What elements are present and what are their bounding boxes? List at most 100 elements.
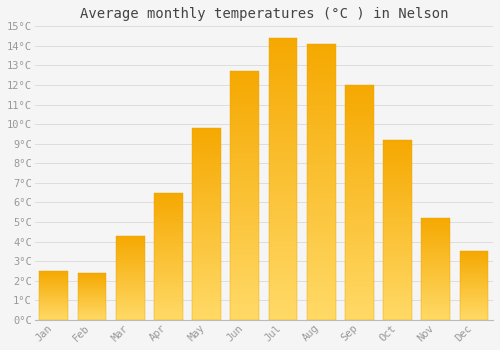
Bar (230, 81, 259, 84)
Bar (116, 240, 144, 241)
Bar (230, 71, 259, 320)
Bar (422, 295, 450, 296)
Bar (307, 69, 336, 71)
Bar (154, 273, 182, 274)
Bar (154, 291, 182, 292)
Bar (40, 280, 68, 281)
Bar (307, 124, 336, 127)
Bar (230, 236, 259, 238)
Bar (230, 86, 259, 89)
Bar (154, 237, 182, 238)
Bar (307, 163, 336, 165)
Bar (230, 141, 259, 144)
Bar (230, 168, 259, 171)
Bar (460, 315, 488, 316)
Bar (345, 174, 374, 177)
Bar (78, 316, 106, 317)
Bar (307, 107, 336, 110)
Bar (230, 280, 259, 283)
Bar (154, 280, 182, 282)
Bar (154, 260, 182, 261)
Bar (345, 155, 374, 158)
Bar (40, 319, 68, 320)
Bar (307, 99, 336, 102)
Bar (116, 237, 144, 238)
Bar (268, 77, 298, 80)
Bar (154, 284, 182, 286)
Bar (268, 128, 298, 131)
Bar (345, 167, 374, 170)
Bar (345, 310, 374, 313)
Bar (230, 158, 259, 161)
Bar (422, 302, 450, 303)
Bar (154, 268, 182, 269)
Bar (268, 300, 298, 303)
Bar (154, 278, 182, 279)
Bar (422, 278, 450, 279)
Bar (268, 250, 298, 252)
Bar (192, 230, 221, 232)
Bar (460, 281, 488, 282)
Bar (192, 138, 221, 140)
Bar (422, 258, 450, 259)
Bar (230, 293, 259, 295)
Bar (268, 162, 298, 165)
Bar (422, 300, 450, 301)
Bar (78, 308, 106, 309)
Bar (383, 277, 412, 279)
Bar (268, 52, 298, 55)
Bar (154, 306, 182, 307)
Bar (230, 278, 259, 280)
Bar (383, 306, 412, 307)
Bar (345, 228, 374, 231)
Bar (268, 66, 298, 69)
Bar (268, 114, 298, 117)
Bar (192, 264, 221, 266)
Bar (383, 288, 412, 289)
Bar (422, 233, 450, 235)
Bar (154, 277, 182, 278)
Bar (192, 224, 221, 226)
Bar (192, 276, 221, 278)
Bar (40, 288, 68, 289)
Bar (383, 219, 412, 221)
Bar (383, 206, 412, 208)
Bar (460, 298, 488, 299)
Bar (383, 226, 412, 228)
Bar (192, 270, 221, 272)
Bar (116, 287, 144, 288)
Bar (230, 223, 259, 225)
Bar (307, 303, 336, 306)
Bar (268, 286, 298, 289)
Bar (154, 210, 182, 212)
Bar (345, 102, 374, 104)
Bar (307, 188, 336, 190)
Bar (383, 313, 412, 315)
Bar (154, 219, 182, 221)
Bar (116, 257, 144, 258)
Bar (116, 293, 144, 294)
Bar (422, 256, 450, 257)
Bar (307, 254, 336, 257)
Bar (307, 306, 336, 309)
Bar (345, 122, 374, 125)
Bar (460, 258, 488, 259)
Bar (268, 86, 298, 89)
Bar (307, 152, 336, 154)
Title: Average monthly temperatures (°C ) in Nelson: Average monthly temperatures (°C ) in Ne… (80, 7, 448, 21)
Bar (460, 263, 488, 264)
Bar (268, 213, 298, 216)
Bar (383, 201, 412, 203)
Bar (345, 160, 374, 162)
Bar (154, 235, 182, 236)
Bar (460, 251, 488, 320)
Bar (307, 154, 336, 157)
Bar (268, 303, 298, 306)
Bar (345, 257, 374, 259)
Bar (422, 287, 450, 288)
Bar (268, 38, 298, 320)
Bar (422, 313, 450, 314)
Bar (230, 315, 259, 317)
Bar (192, 295, 221, 297)
Bar (154, 218, 182, 219)
